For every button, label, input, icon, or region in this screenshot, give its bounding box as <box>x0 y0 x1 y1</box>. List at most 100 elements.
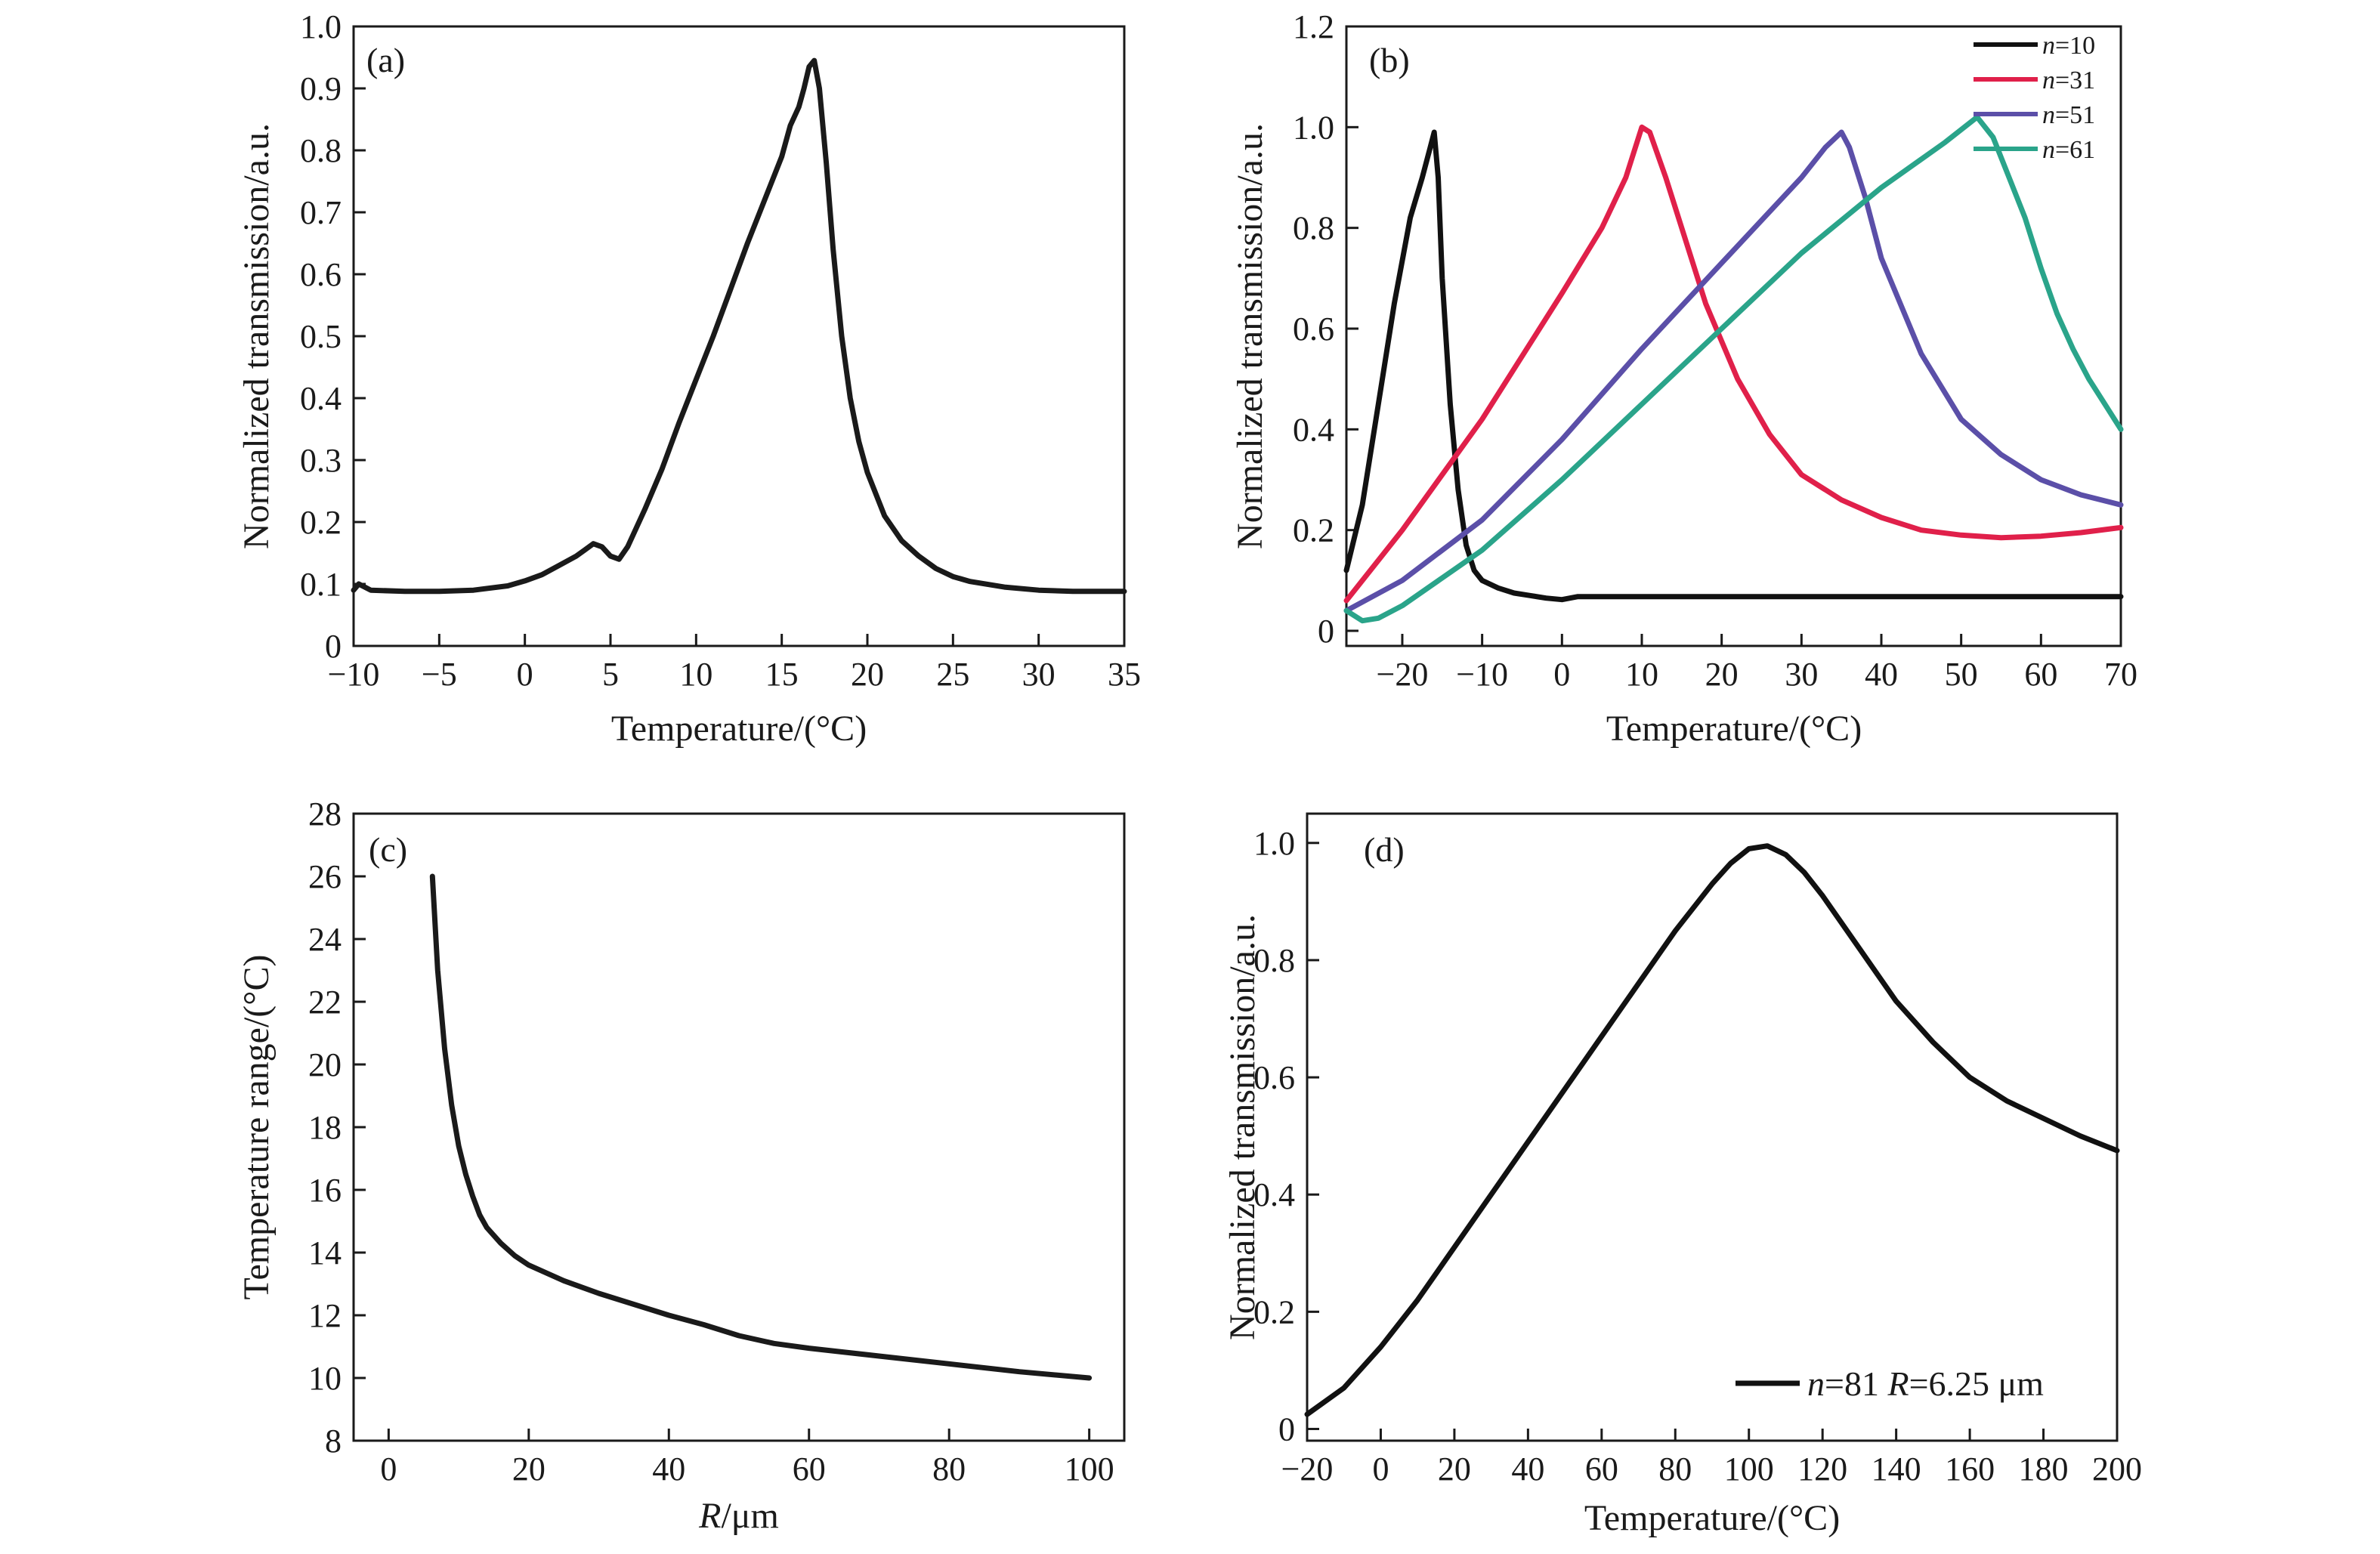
x-tick-label-a-2: 0 <box>517 656 533 693</box>
y-tick-label-a-0: 0 <box>325 628 342 665</box>
x-tick-label-b-5: 30 <box>1785 656 1818 693</box>
x-tick-label-d-5: 80 <box>1658 1451 1692 1488</box>
panel-label-c: (c) <box>369 830 407 869</box>
x-tick-label-b-6: 40 <box>1865 656 1898 693</box>
x-tick-label-d-1: 0 <box>1372 1451 1389 1488</box>
legend-label-b-3-italic: n <box>2042 136 2055 164</box>
x-tick-label-b-2: 0 <box>1553 656 1570 693</box>
y-tick-label-c-7: 22 <box>308 984 342 1021</box>
x-tick-label-b-7: 50 <box>1945 656 1978 693</box>
x-axis-title-c: R/μm <box>698 1496 779 1536</box>
x-tick-label-d-7: 120 <box>1797 1451 1847 1488</box>
y-tick-label-c-9: 26 <box>308 858 342 895</box>
legend-label-d-part-3: =6.25 μm <box>1909 1364 2045 1403</box>
y-tick-label-c-1: 10 <box>308 1360 342 1397</box>
y-tick-label-c-5: 18 <box>308 1109 342 1146</box>
y-tick-label-d-0: 0 <box>1278 1410 1295 1447</box>
plot-frame-b <box>1345 25 2122 647</box>
series-line-d-0 <box>1304 843 2120 1417</box>
series-line-b-3 <box>1343 114 2124 624</box>
series-line-b-1 <box>1343 124 2124 604</box>
legend-label-b-2-rest: =51 <box>2055 101 2095 129</box>
y-tick-label-d-2: 0.4 <box>1253 1176 1295 1213</box>
y-tick-label-b-6: 1.2 <box>1293 8 1334 45</box>
y-tick-label-c-4: 16 <box>308 1172 342 1209</box>
series-line-b-2 <box>1343 129 2124 613</box>
y-tick-label-b-1: 0.2 <box>1293 512 1334 549</box>
y-tick-label-c-10: 28 <box>308 796 342 833</box>
x-axis-title-c-rest: /μm <box>721 1496 778 1536</box>
y-tick-label-b-0: 0 <box>1318 613 1334 650</box>
y-tick-label-a-4: 0.4 <box>300 380 342 417</box>
x-tick-label-b-1: −10 <box>1456 656 1508 693</box>
y-tick-label-d-1: 0.2 <box>1253 1293 1295 1330</box>
legend-label-b-0-italic: n <box>2042 32 2055 60</box>
series-group-b <box>1343 114 2124 624</box>
series-group-d <box>1304 843 2120 1417</box>
legend-label-b-1-rest: =31 <box>2055 66 2095 94</box>
y-tick-label-b-2: 0.4 <box>1293 411 1334 448</box>
x-tick-label-d-4: 60 <box>1585 1451 1618 1488</box>
x-tick-label-d-0: −20 <box>1281 1451 1334 1488</box>
legend-b: n=10n=31n=51n=61 <box>1974 32 2095 164</box>
panel-label-a: (a) <box>366 41 405 79</box>
x-tick-label-a-7: 25 <box>936 656 969 693</box>
y-tick-label-a-1: 0.1 <box>300 566 342 603</box>
legend-label-b-1-italic: n <box>2042 66 2055 94</box>
legend-label-b-2: n=51 <box>2042 101 2095 129</box>
x-tick-label-c-2: 40 <box>652 1451 685 1488</box>
y-tick-label-a-2: 0.2 <box>300 504 342 541</box>
series-line-c-0 <box>429 873 1093 1381</box>
y-axis-title-c: Temperature range/(°C) <box>236 955 277 1300</box>
y-tick-label-c-2: 12 <box>308 1297 342 1334</box>
x-tick-label-c-0: 0 <box>380 1451 397 1488</box>
series-line-b-0 <box>1343 129 2124 603</box>
legend-label-b-3: n=61 <box>2042 136 2095 164</box>
axis-ticks-b: −20 −10 0 10 20 30 40 50 60 70 0 0.2 0.4 0.6 0.8 1.0 1.2 <box>1293 8 2137 693</box>
x-axis-title-c-italic: R <box>698 1496 721 1536</box>
series-group-a <box>351 57 1127 595</box>
y-tick-label-c-8: 24 <box>308 921 342 958</box>
y-tick-label-a-9: 0.9 <box>300 70 342 107</box>
y-tick-label-b-4: 0.8 <box>1293 210 1334 247</box>
x-axis-title-d: Temperature/(°C) <box>1584 1498 1840 1538</box>
series-group-c <box>429 873 1093 1381</box>
chart-panel-b: (b) −20 −10 0 10 20 30 40 50 60 70 0 0.2 0.4 0.6 0.8 1.… <box>1230 8 2137 749</box>
y-axis-title-a: Normalized transmission/a.u. <box>236 123 277 549</box>
y-axis-title-b: Normalized transmission/a.u. <box>1230 123 1270 549</box>
legend-label-b-0-rest: =10 <box>2055 32 2095 60</box>
y-tick-label-d-3: 0.6 <box>1253 1059 1295 1096</box>
legend-label-b-2-italic: n <box>2042 101 2055 129</box>
x-tick-label-d-3: 40 <box>1511 1451 1544 1488</box>
y-axis-title-d: Normalized transmission/a.u. <box>1222 914 1263 1340</box>
axis-ticks-a: −10 −5 0 5 10 15 20 25 30 35 0 0.1 0.2 0.3 0.4 0.5 0.6 0.… <box>300 8 1141 693</box>
x-tick-label-a-8: 30 <box>1022 656 1056 693</box>
legend-label-d-part-0: n <box>1807 1364 1825 1403</box>
legend-label-d-part-2: R <box>1887 1364 1909 1403</box>
x-tick-label-a-5: 15 <box>765 656 799 693</box>
y-tick-label-d-5: 1.0 <box>1253 825 1295 862</box>
chart-panel-d: (d) −20 0 20 40 60 80 100 120 140 160 180 200 0 0.2 0.… <box>1222 812 2142 1538</box>
x-axis-title-b: Temperature/(°C) <box>1606 709 1862 749</box>
legend-d: n=81 R=6.25 μm <box>1736 1364 2044 1403</box>
x-tick-label-c-1: 20 <box>512 1451 546 1488</box>
y-tick-label-d-4: 0.8 <box>1253 942 1295 979</box>
y-tick-label-c-0: 8 <box>325 1423 342 1460</box>
x-tick-label-b-0: −20 <box>1377 656 1429 693</box>
x-axis-title-a: Temperature/(°C) <box>611 709 867 749</box>
legend-label-d-part-1: =81 <box>1825 1364 1887 1403</box>
x-tick-label-a-3: 5 <box>602 656 619 693</box>
y-tick-label-a-8: 0.8 <box>300 132 342 169</box>
x-tick-label-d-6: 100 <box>1724 1451 1774 1488</box>
y-tick-label-b-5: 1.0 <box>1293 109 1334 146</box>
axis-ticks-c: 0 20 40 60 80 100 8 10 12 14 16 18 20 22 24 26 28 <box>308 796 1114 1488</box>
series-line-a-0 <box>351 57 1127 595</box>
x-tick-label-b-3: 10 <box>1625 656 1658 693</box>
x-tick-label-b-4: 20 <box>1705 656 1739 693</box>
x-tick-label-d-8: 140 <box>1872 1451 1921 1488</box>
x-tick-label-a-4: 10 <box>679 656 712 693</box>
x-tick-label-d-9: 160 <box>1945 1451 1995 1488</box>
y-tick-label-a-6: 0.6 <box>300 256 342 293</box>
x-tick-label-b-9: 70 <box>2104 656 2137 693</box>
